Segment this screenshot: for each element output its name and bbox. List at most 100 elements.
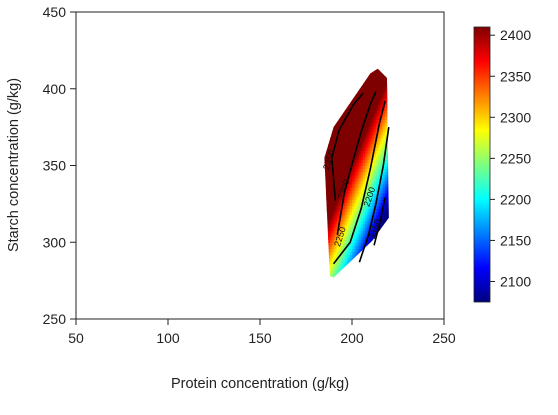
surface-cell xyxy=(361,88,364,93)
surface-cell xyxy=(352,171,355,176)
surface-cell xyxy=(328,239,331,243)
surface-cell xyxy=(337,205,340,210)
surface-cell xyxy=(353,159,357,164)
surface-cell xyxy=(359,144,362,148)
surface-cell xyxy=(326,202,329,207)
surface-cell xyxy=(364,196,368,200)
surface-cell xyxy=(364,85,368,90)
surface-cell xyxy=(352,140,355,145)
surface-cell xyxy=(333,140,337,145)
surface-cell xyxy=(374,82,377,87)
surface-cell xyxy=(363,236,366,240)
surface-cell xyxy=(372,229,375,234)
surface-cell xyxy=(346,214,349,219)
surface-cell xyxy=(342,239,346,243)
surface-cell xyxy=(375,82,379,87)
surface-cell xyxy=(364,205,368,210)
surface-cell xyxy=(379,162,383,167)
surface-cell xyxy=(364,162,368,167)
surface-cell xyxy=(331,202,335,207)
surface-cell xyxy=(370,239,373,243)
surface-cell xyxy=(342,254,346,259)
surface-cell xyxy=(357,119,360,124)
surface-cell xyxy=(366,217,370,222)
surface-cell xyxy=(370,110,373,114)
surface-cell xyxy=(335,122,338,127)
surface-cell xyxy=(352,150,355,154)
surface-cell xyxy=(326,174,329,179)
surface-cell xyxy=(352,131,355,136)
surface-cell xyxy=(359,205,362,210)
surface-cell xyxy=(350,205,353,210)
surface-cell xyxy=(368,125,371,130)
surface-cell xyxy=(363,171,366,176)
surface-cell xyxy=(385,183,388,188)
surface-cell xyxy=(383,134,386,139)
surface-cell xyxy=(346,156,349,160)
surface-cell xyxy=(372,196,375,200)
surface-cell xyxy=(352,153,355,157)
surface-cell xyxy=(374,177,377,182)
surface-cell xyxy=(352,125,355,130)
surface-cell xyxy=(374,137,377,142)
surface-cell xyxy=(375,137,379,142)
surface-cell xyxy=(377,199,381,203)
surface-cell xyxy=(381,217,384,222)
surface-cell xyxy=(324,153,327,157)
surface-cell xyxy=(377,162,381,167)
surface-cell xyxy=(377,202,381,207)
surface-cell xyxy=(366,144,370,148)
surface-cell xyxy=(361,119,364,124)
surface-cell xyxy=(333,205,337,210)
surface-cell xyxy=(328,171,331,176)
surface-cell xyxy=(355,134,359,139)
surface-cell xyxy=(366,226,370,231)
surface-cell xyxy=(375,144,379,148)
surface-cell xyxy=(352,147,355,151)
surface-cell xyxy=(377,171,381,176)
surface-cell xyxy=(337,245,340,249)
surface-cell xyxy=(363,85,366,90)
surface-cell xyxy=(339,254,342,259)
surface-cell xyxy=(348,137,351,142)
surface-cell xyxy=(385,134,388,139)
surface-cell xyxy=(352,165,355,170)
surface-cell xyxy=(383,122,386,127)
surface-cell xyxy=(386,205,389,210)
surface-cell xyxy=(329,186,333,191)
surface-cell xyxy=(337,233,340,237)
surface-cell xyxy=(335,214,338,219)
surface-cell xyxy=(355,245,359,249)
x-tick-label: 100 xyxy=(156,330,180,346)
surface-cell xyxy=(368,159,371,164)
surface-cell xyxy=(353,110,357,114)
surface-cell xyxy=(333,245,337,249)
surface-cell xyxy=(344,211,348,216)
surface-cell xyxy=(350,186,353,191)
surface-cell xyxy=(374,156,377,160)
surface-cell xyxy=(353,190,357,194)
surface-cell xyxy=(329,239,333,243)
surface-cell xyxy=(333,199,337,203)
surface-cell xyxy=(374,233,377,237)
surface-cell xyxy=(333,233,337,237)
surface-cell xyxy=(377,79,381,84)
surface-cell xyxy=(355,156,359,160)
surface-cell xyxy=(329,208,333,213)
surface-cell xyxy=(359,214,362,219)
surface-cell xyxy=(335,190,338,194)
surface-cell xyxy=(329,205,333,210)
surface-cell xyxy=(385,177,388,182)
surface-cell xyxy=(335,144,338,148)
surface-cell xyxy=(328,193,331,197)
surface-cell xyxy=(350,113,353,117)
surface-cell xyxy=(359,211,362,216)
surface-cell xyxy=(368,110,371,114)
surface-cell xyxy=(333,239,337,243)
surface-cell xyxy=(386,202,389,207)
surface-cell xyxy=(383,128,386,133)
surface-cell xyxy=(364,236,368,240)
surface-cell xyxy=(357,217,360,222)
surface-cell xyxy=(352,248,355,253)
surface-cell xyxy=(374,186,377,191)
